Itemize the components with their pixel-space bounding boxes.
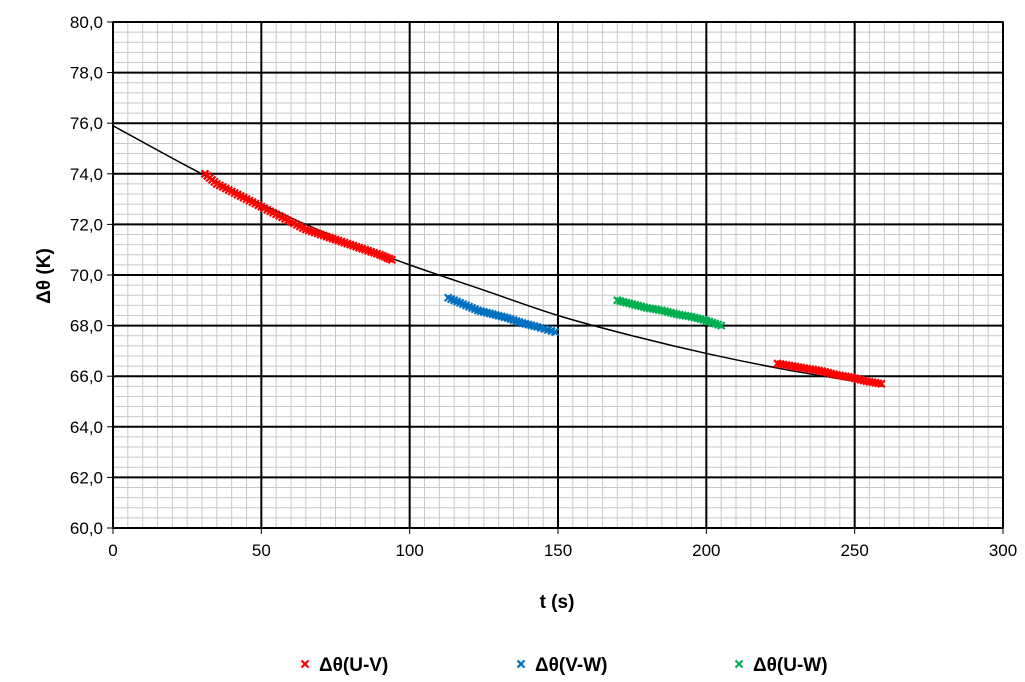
x-tick-label: 150 [544, 541, 572, 560]
x-axis-ticks: 0 50 100 150 200 250 300 [108, 528, 1017, 560]
data-point [716, 321, 726, 330]
x-tick-label: 250 [840, 541, 868, 560]
x-tick-label: 100 [395, 541, 423, 560]
x-tick-label: 50 [252, 541, 271, 560]
x-tick-label: 300 [989, 541, 1017, 560]
y-tick-label: 60,0 [70, 519, 103, 538]
legend-item: Δθ(V-W) [516, 655, 607, 676]
legend-marker [300, 659, 310, 669]
y-tick-label: 74,0 [70, 165, 103, 184]
data-point [387, 255, 397, 265]
legend-marker [516, 659, 526, 669]
legend-label: Δθ(V-W) [535, 655, 607, 676]
legend-item: Δθ(U-V) [300, 655, 388, 676]
legend-item: Δθ(U-W) [734, 655, 828, 676]
data-point [550, 327, 560, 337]
y-axis-title: Δθ (K) [34, 248, 55, 304]
y-tick-label: 66,0 [70, 367, 103, 386]
y-tick-label: 62,0 [70, 468, 103, 487]
legend-label: Δθ(U-W) [753, 655, 828, 676]
x-tick-label: 0 [108, 541, 117, 560]
y-tick-label: 78,0 [70, 64, 103, 83]
y-tick-label: 76,0 [70, 114, 103, 133]
data-point [877, 379, 886, 389]
x-tick-label: 200 [692, 541, 720, 560]
y-tick-label: 80,0 [70, 13, 103, 32]
y-tick-label: 64,0 [70, 418, 103, 437]
y-tick-label: 72,0 [70, 215, 103, 234]
legend-label: Δθ(U-V) [319, 655, 388, 676]
y-axis-ticks: 60,0 62,0 64,0 66,0 68,0 70,0 72,0 74,0 76,0 78,0… [70, 13, 113, 538]
legend-marker [734, 659, 744, 669]
y-tick-label: 70,0 [70, 266, 103, 285]
y-tick-label: 68,0 [70, 317, 103, 336]
x-axis-title: t (s) [540, 592, 575, 613]
legend: Δθ(U-V) Δθ(V-W) Δθ(U-W) [300, 655, 828, 676]
data-points [200, 169, 886, 389]
